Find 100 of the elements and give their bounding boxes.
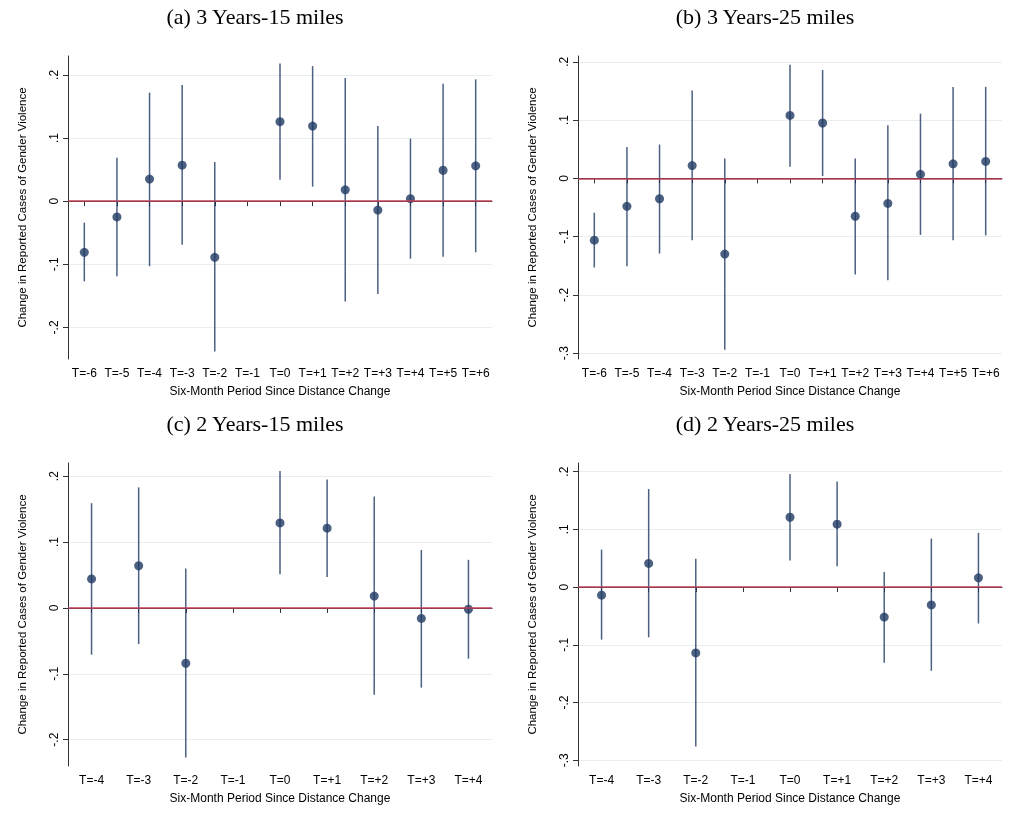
x-tick-label: T=0	[779, 773, 801, 787]
x-tick-label: T=+3	[363, 366, 393, 380]
point	[915, 169, 925, 179]
x-tick-label: T=+4	[396, 366, 425, 380]
x-tick-label: T=-3	[636, 773, 662, 787]
x-axis-title: Six-Month Period Since Distance Change	[169, 384, 391, 398]
point	[687, 161, 697, 171]
y-tick-label: .1	[557, 114, 571, 126]
x-tick-label: T=+2	[841, 366, 870, 380]
y-tick-label: -.3	[557, 345, 571, 361]
point	[597, 590, 607, 600]
x-tick-label: T=-1	[234, 366, 261, 380]
point	[79, 247, 89, 257]
x-tick-label: T=-2	[202, 366, 228, 380]
x-tick-label: T=+3	[873, 366, 903, 380]
point	[87, 574, 97, 584]
x-tick-label: T=-4	[79, 773, 105, 787]
point	[145, 174, 155, 184]
point	[340, 185, 350, 195]
point	[832, 519, 842, 529]
y-tick-label: -.2	[557, 287, 571, 302]
point	[275, 518, 285, 528]
point	[210, 252, 220, 262]
x-tick-label: T=-6	[71, 366, 98, 380]
x-tick-label: T=-3	[679, 366, 705, 380]
point	[275, 117, 285, 127]
x-tick-label: T=-5	[104, 366, 130, 380]
x-tick-label: T=0	[779, 366, 801, 380]
point	[471, 161, 481, 171]
x-axis-title: Six-Month Period Since Distance Change	[679, 384, 901, 398]
chart-title: (b) 3 Years-25 miles	[674, 4, 856, 30]
y-tick-label: 0	[557, 583, 571, 591]
point	[973, 573, 983, 583]
x-tick-label: T=-1	[220, 773, 246, 787]
y-tick-label: .1	[47, 132, 61, 144]
point	[369, 591, 379, 601]
y-tick-label: .2	[47, 69, 61, 80]
x-tick-label: T=-6	[581, 366, 608, 380]
x-tick-label: T=+1	[823, 773, 852, 787]
x-tick-label: T=+1	[808, 366, 837, 380]
x-tick-label: T=-2	[712, 366, 738, 380]
chart-title: (c) 2 Years-15 miles	[165, 411, 345, 437]
y-tick-label: -.2	[557, 695, 571, 710]
x-tick-label: T=+5	[429, 366, 458, 380]
point	[981, 156, 991, 166]
point	[308, 121, 318, 131]
x-tick-label: T=-4	[647, 366, 673, 380]
point	[926, 600, 936, 610]
x-tick-label: T=-5	[614, 366, 640, 380]
x-tick-label: T=-1	[744, 366, 771, 380]
y-axis-title: Change in Reported Cases of Gender Violence	[526, 494, 538, 735]
y-tick-label: -.1	[47, 666, 61, 681]
point	[112, 212, 122, 222]
chart-title: (a) 3 Years-15 miles	[165, 4, 345, 30]
point	[691, 648, 701, 658]
x-tick-label: T=+2	[331, 366, 360, 380]
x-tick-label: T=+3	[917, 773, 946, 787]
x-tick-label: T=-3	[169, 366, 195, 380]
x-tick-label: T=-2	[173, 773, 199, 787]
x-tick-label: T=+4	[964, 773, 993, 787]
x-tick-label: T=-4	[589, 773, 615, 787]
y-tick-label: -.1	[557, 637, 571, 652]
x-tick-label: T=+1	[298, 366, 327, 380]
y-tick-label: 0	[557, 174, 571, 182]
x-tick-label: T=+6	[971, 366, 1001, 380]
point	[181, 658, 191, 668]
point	[589, 235, 599, 245]
point	[373, 205, 383, 215]
x-tick-label: T=+4	[906, 366, 935, 380]
x-tick-label: T=-2	[683, 773, 709, 787]
x-axis-title: Six-Month Period Since Distance Change	[169, 791, 391, 805]
point	[177, 160, 187, 170]
y-tick-label: .2	[557, 466, 571, 477]
y-tick-label: .2	[47, 470, 61, 482]
point	[416, 613, 426, 623]
point	[785, 110, 795, 120]
y-tick-label: 0	[47, 604, 61, 612]
x-tick-label: T=0	[269, 773, 291, 787]
y-tick-label: -.1	[47, 256, 61, 272]
y-tick-label: -.1	[557, 229, 571, 244]
x-tick-label: T=+6	[461, 366, 491, 380]
y-tick-label: -.2	[47, 732, 61, 747]
y-tick-label: .1	[557, 524, 571, 535]
y-axis-title: Change in Reported Cases of Gender Violence	[16, 87, 28, 328]
point	[322, 523, 332, 533]
x-tick-label: T=0	[269, 366, 291, 380]
point	[850, 211, 860, 221]
y-tick-label: 0	[47, 197, 61, 205]
x-tick-label: T=+4	[454, 773, 483, 787]
point	[818, 118, 828, 128]
chart-title: (d) 2 Years-25 miles	[674, 411, 856, 437]
point	[438, 165, 448, 175]
y-axis-title: Change in Reported Cases of Gender Violence	[16, 494, 28, 735]
x-tick-label: T=+2	[360, 773, 389, 787]
x-tick-label: T=-4	[137, 366, 163, 380]
y-axis-title: Change in Reported Cases of Gender Violence	[526, 87, 538, 328]
point	[883, 198, 893, 208]
y-tick-label: -.3	[557, 752, 571, 768]
x-tick-label: T=-3	[126, 773, 152, 787]
point	[720, 249, 730, 259]
